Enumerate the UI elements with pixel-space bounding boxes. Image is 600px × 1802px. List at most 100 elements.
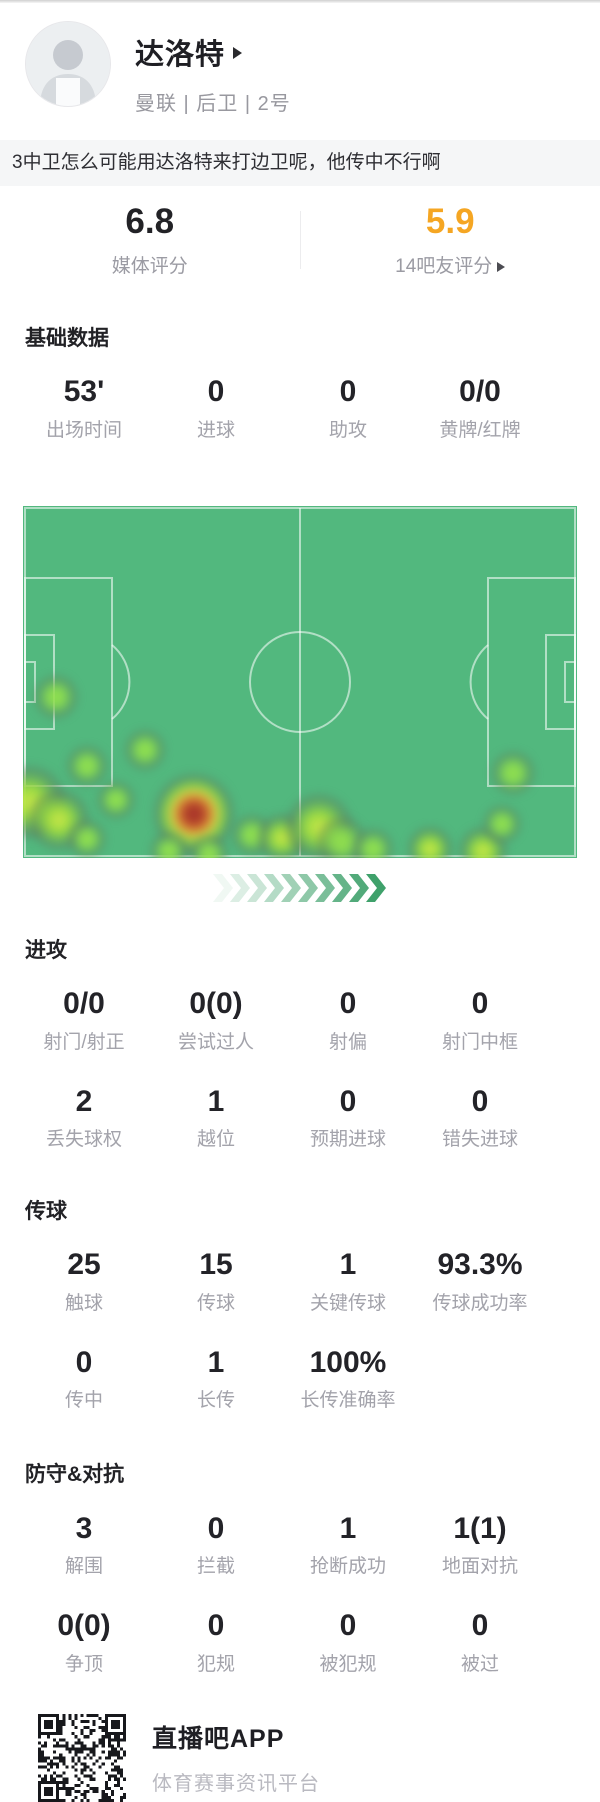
fans-rating-label: 14吧友评分	[301, 251, 600, 278]
player-photo-placeholder	[26, 22, 110, 106]
stat-label: 射偏	[282, 1027, 414, 1054]
stat-cell: 1 抢断成功	[282, 1513, 414, 1579]
stat-value: 25	[18, 1249, 150, 1281]
stat-value: 0	[414, 1610, 546, 1642]
heat-spot-mid	[483, 743, 543, 803]
stat-cell: 1 越位	[150, 1086, 282, 1152]
stat-value: 53'	[18, 376, 150, 408]
heat-spot-mid	[476, 798, 528, 850]
stat-label: 长传准确率	[282, 1385, 414, 1412]
stat-cell: 0 拦截	[150, 1513, 282, 1579]
stat-cell: 1 长传	[150, 1347, 282, 1413]
stat-cell: 1 关键传球	[282, 1249, 414, 1315]
stat-value: 0/0	[414, 376, 546, 408]
stat-value: 15	[150, 1249, 282, 1281]
footer: 直播吧APP 体育赛事资讯平台	[0, 1714, 600, 1802]
stat-cell: 0(0) 争顶	[18, 1610, 150, 1676]
comment-bar: 3中卫怎么可能用达洛特来打边卫呢，他传中不行啊	[0, 140, 600, 186]
stat-value: 0	[282, 1610, 414, 1642]
fans-rating-value: 5.9	[301, 202, 600, 242]
stat-cell: 0(0)尝试过人	[150, 988, 282, 1054]
heatmap-layer	[23, 506, 577, 858]
stat-cell: 2 丢失球权	[18, 1086, 150, 1152]
stat-cell: 0 被犯规	[282, 1610, 414, 1676]
stat-label: 错失进球	[414, 1124, 546, 1151]
stat-value: 0	[282, 376, 414, 408]
chevron-arrows	[0, 874, 600, 902]
stat-value: 1	[150, 1347, 282, 1379]
stat-label: 传中	[18, 1385, 150, 1412]
player-header: 达洛特 曼联 | 后卫 | 2号	[0, 3, 600, 116]
stat-cell: 93.3% 传球成功率	[414, 1249, 546, 1315]
stat-value: 0	[414, 988, 546, 1020]
comment-text: 3中卫怎么可能用达洛特来打边卫呢，他传中不行啊	[12, 152, 441, 173]
stat-label: 出场时间	[18, 415, 150, 442]
stat-label: 拦截	[150, 1551, 282, 1578]
stat-value: 93.3%	[414, 1249, 546, 1281]
stat-cell: 0 被过	[414, 1610, 546, 1676]
stat-label: 被犯规	[282, 1649, 414, 1676]
stat-value: 1(1)	[414, 1513, 546, 1545]
chevron-right-icon	[233, 47, 242, 59]
stat-label: 越位	[150, 1124, 282, 1151]
app-name: 直播吧APP	[152, 1719, 320, 1755]
avatar[interactable]	[25, 21, 111, 107]
stat-value: 0(0)	[18, 1610, 150, 1642]
heat-spot-mid	[61, 813, 113, 858]
stat-cell: 1(1) 地面对抗	[414, 1513, 546, 1579]
heat-spot-mid	[26, 667, 86, 727]
stat-label: 黄牌/红牌	[414, 415, 546, 442]
stat-label: 预期进球	[282, 1124, 414, 1151]
stat-label: 争顶	[18, 1649, 150, 1676]
stat-value: 1	[150, 1086, 282, 1118]
stat-cell: 53' 出场时间	[18, 376, 150, 442]
stat-value: 1	[282, 1249, 414, 1281]
media-rating: 6.8 媒体评分	[0, 202, 300, 278]
ratings-row: 6.8 媒体评分 5.9 14吧友评分	[0, 186, 600, 298]
stat-cell: 100%长传准确率	[282, 1347, 414, 1413]
media-rating-value: 6.8	[0, 202, 300, 242]
stat-label: 抢断成功	[282, 1551, 414, 1578]
section-title-defense: 防守&对抗	[25, 1462, 600, 1488]
player-meta: 曼联 | 后卫 | 2号	[135, 87, 291, 116]
stat-label: 解围	[18, 1551, 150, 1578]
section-title-basic: 基础数据	[25, 326, 600, 352]
qr-code	[38, 1714, 126, 1802]
stat-label: 传球	[150, 1288, 282, 1315]
stat-label: 关键传球	[282, 1288, 414, 1315]
stat-cell: 0 助攻	[282, 376, 414, 442]
stat-cell: 15 传球	[150, 1249, 282, 1315]
stat-label: 射门/射正	[18, 1027, 150, 1054]
player-name-row[interactable]: 达洛特	[135, 31, 291, 73]
stat-label: 传球成功率	[414, 1288, 546, 1315]
stat-label: 被过	[414, 1649, 546, 1676]
app-tagline: 体育赛事资讯平台	[152, 1767, 320, 1796]
stat-value: 0	[150, 376, 282, 408]
stat-label: 丢失球权	[18, 1124, 150, 1151]
stat-label: 助攻	[282, 415, 414, 442]
stat-cell: 0 进球	[150, 376, 282, 442]
media-rating-label: 媒体评分	[0, 251, 300, 278]
fans-rating[interactable]: 5.9 14吧友评分	[301, 202, 600, 278]
stat-value: 1	[282, 1513, 414, 1545]
stat-value: 0	[150, 1513, 282, 1545]
stat-value: 0	[282, 988, 414, 1020]
stat-label: 长传	[150, 1385, 282, 1412]
stat-value: 2	[18, 1086, 150, 1118]
stat-label: 进球	[150, 415, 282, 442]
chevron-icon	[366, 874, 387, 902]
stat-label: 射门中框	[414, 1027, 546, 1054]
stat-value: 0	[150, 1610, 282, 1642]
chevron-right-icon	[497, 262, 505, 272]
stat-label: 地面对抗	[414, 1551, 546, 1578]
